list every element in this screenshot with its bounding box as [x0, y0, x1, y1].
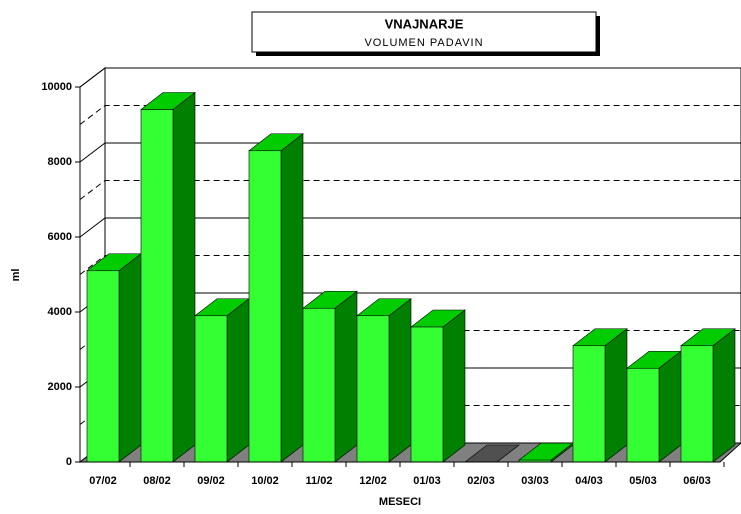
bar-side: [334, 290, 358, 463]
x-tick-label: 12/02: [359, 475, 387, 487]
bar: [626, 367, 660, 463]
grid-line: [79, 67, 741, 88]
title-box: [251, 11, 597, 53]
bar-side: [604, 328, 628, 463]
bar-side: [712, 328, 736, 463]
x-tick-label: 10/02: [251, 475, 279, 487]
chart-title: VNAJNARJE: [385, 16, 464, 31]
bar: [680, 345, 714, 463]
y-tick-label: 2000: [48, 381, 72, 393]
bar: [140, 109, 174, 463]
bar-side: [280, 133, 304, 463]
x-tick-label: 09/02: [197, 475, 225, 487]
x-tick-label: 05/03: [629, 475, 657, 487]
x-tick-label: 08/02: [143, 475, 171, 487]
bar: [194, 315, 228, 463]
y-axis-label: ml: [10, 269, 22, 282]
grid-line: [79, 105, 741, 125]
x-tick-label: 01/03: [413, 475, 441, 487]
bar: [410, 326, 444, 463]
x-tick-label: 03/03: [521, 475, 549, 487]
x-axis-label: MESECI: [379, 496, 421, 508]
x-tick-label: 06/03: [683, 475, 711, 487]
bar-side: [388, 298, 412, 463]
x-tick-label: 04/03: [575, 475, 603, 487]
x-tick-label: 11/02: [306, 475, 333, 487]
bar: [356, 315, 390, 463]
y-tick-label: 0: [66, 456, 72, 468]
bar-side: [658, 350, 682, 463]
x-tick-label: 02/03: [467, 475, 495, 487]
grid-line: [79, 180, 741, 200]
chart-subtitle: VOLUMEN PADAVIN: [364, 37, 483, 49]
bar-side: [172, 91, 196, 463]
bar-side: [118, 253, 142, 463]
bar: [302, 307, 336, 463]
y-tick-label: 10000: [41, 81, 72, 93]
grid-line: [79, 217, 741, 238]
bar-side: [442, 309, 466, 463]
x-tick-label: 07/02: [89, 475, 117, 487]
y-tick-label: 6000: [48, 231, 72, 243]
grid-line: [79, 142, 741, 163]
y-tick-label: 8000: [48, 156, 72, 168]
bar: [572, 345, 606, 463]
bar: [86, 270, 120, 463]
bar-side: [226, 298, 250, 463]
bar: [248, 150, 282, 463]
y-tick-label: 4000: [48, 306, 72, 318]
grid-line: [79, 255, 741, 275]
